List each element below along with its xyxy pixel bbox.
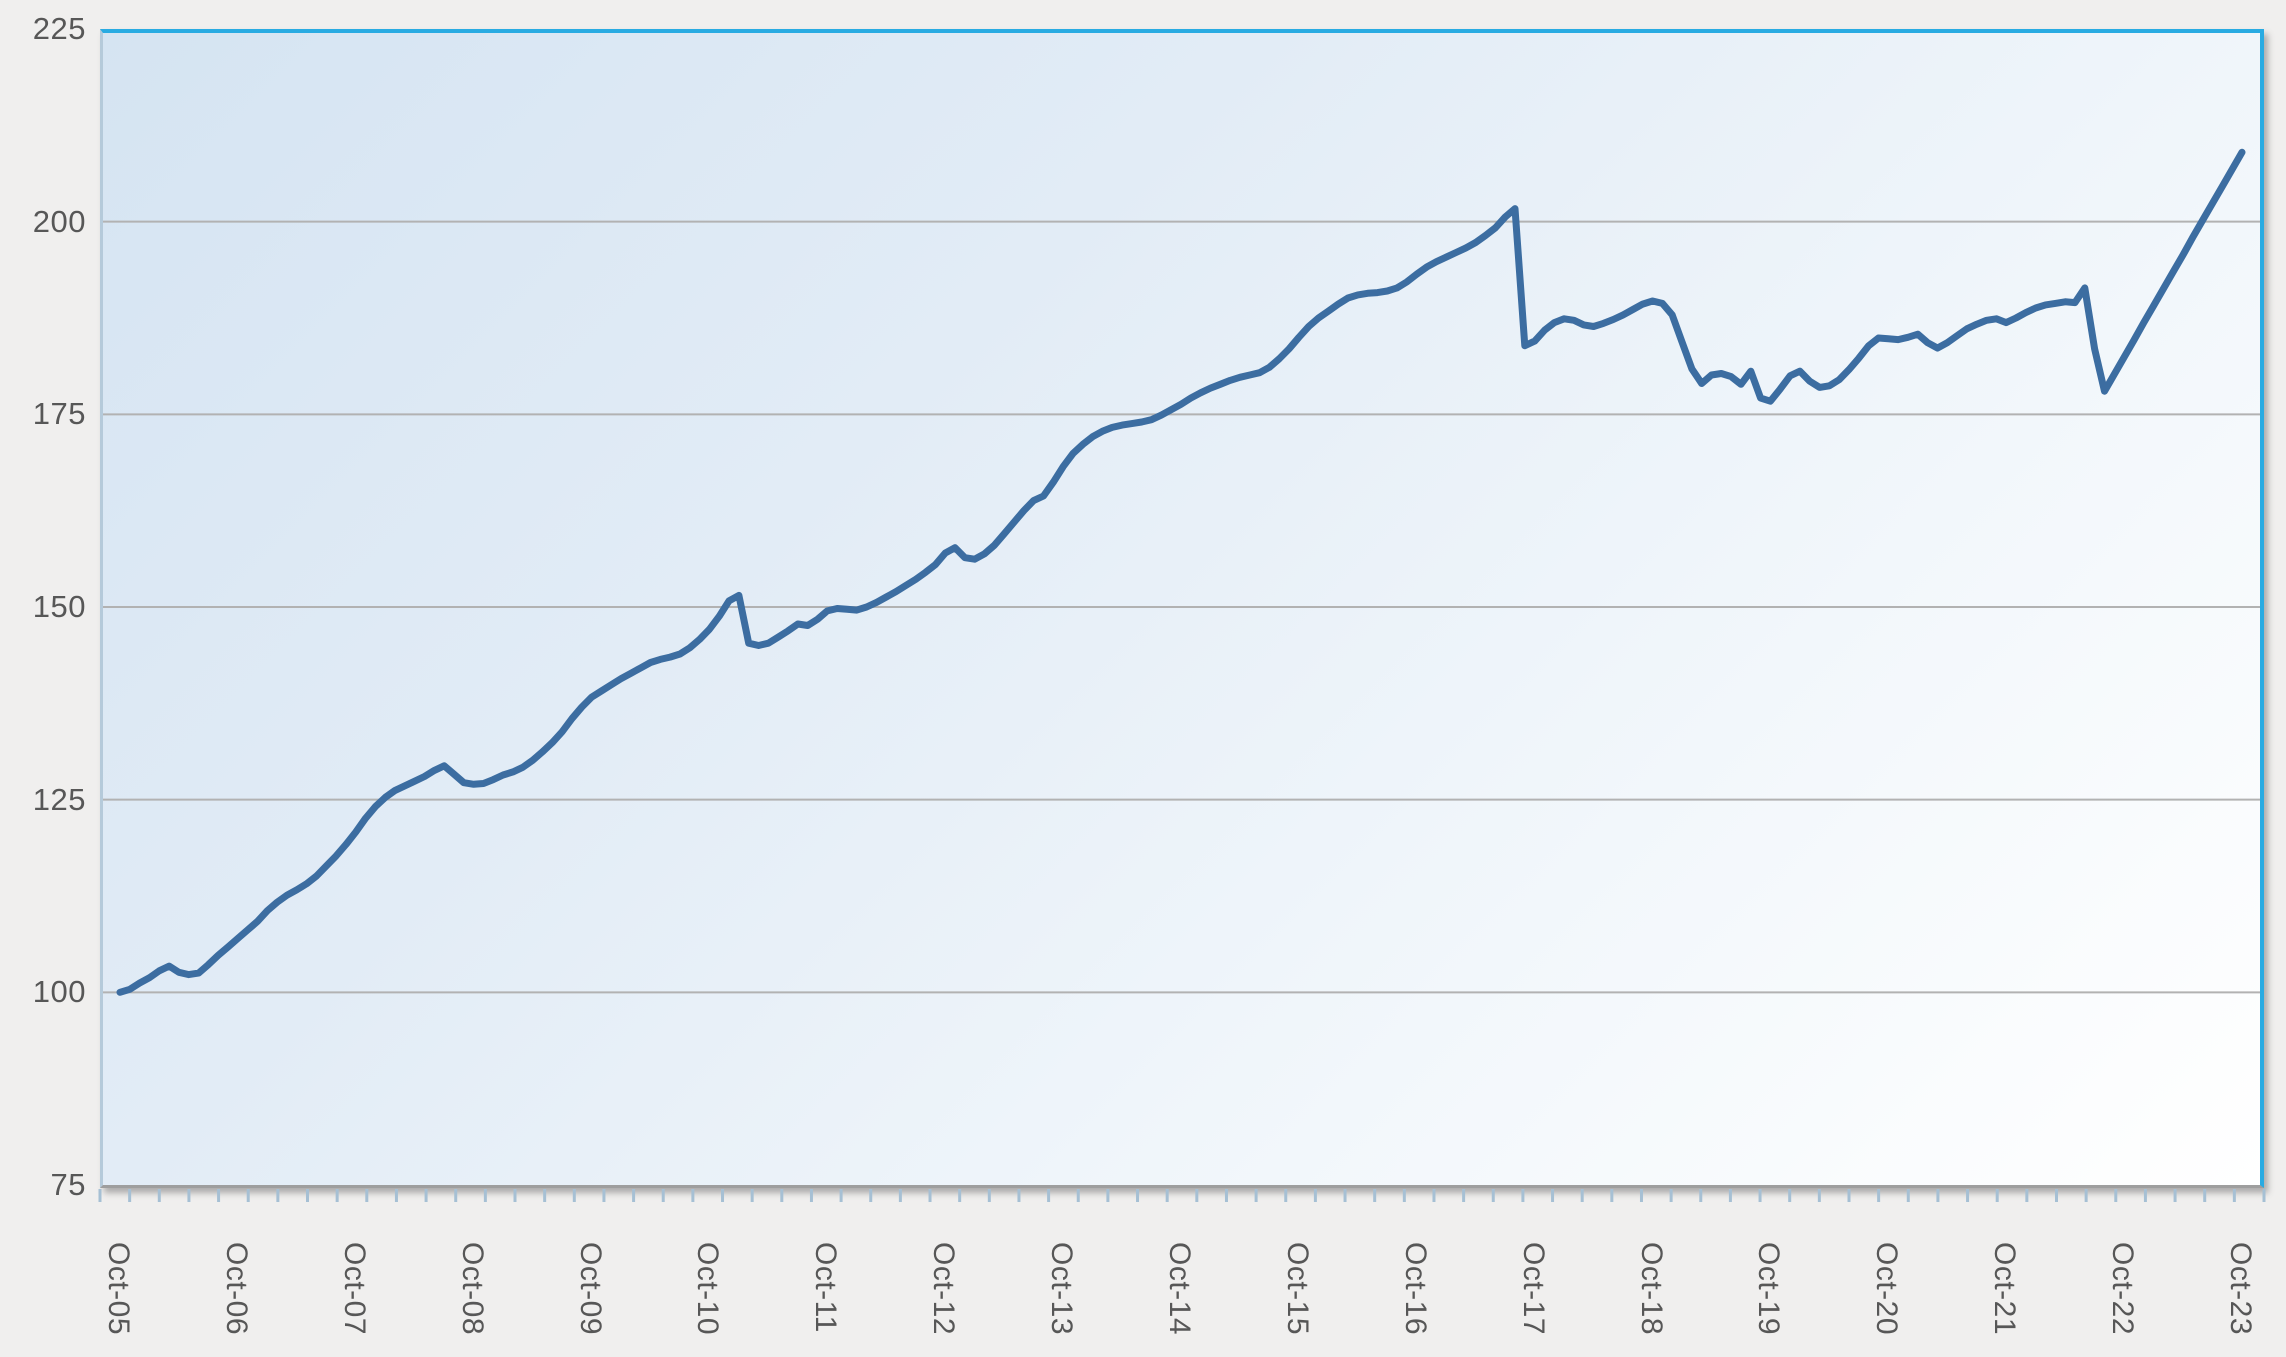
x-axis-tick-label: Oct-18: [1634, 1242, 1668, 1336]
x-axis-tick-label: Oct-21: [1988, 1242, 2022, 1336]
y-axis-tick-label: 75: [50, 1167, 86, 1202]
x-axis-tick-label: Oct-16: [1398, 1242, 1432, 1336]
x-axis-tick-label: Oct-06: [219, 1242, 253, 1336]
x-axis-tick-label: Oct-08: [455, 1242, 489, 1336]
x-axis-tick-label: Oct-12: [927, 1242, 961, 1336]
x-axis-tick-label: Oct-23: [2224, 1242, 2257, 1336]
x-axis-tick-label: Oct-10: [691, 1242, 725, 1336]
y-axis-tick-label: 175: [32, 396, 86, 432]
y-axis-tick-label: 100: [32, 974, 86, 1010]
x-axis-tick-label: Oct-07: [337, 1242, 371, 1336]
x-axis-tick-label: Oct-22: [2106, 1242, 2140, 1336]
x-axis-tick-label: Oct-17: [1516, 1242, 1550, 1336]
x-axis-tick-label: Oct-19: [1752, 1242, 1786, 1336]
x-axis-tick-label: Oct-09: [573, 1242, 607, 1336]
x-axis-tick-label: Oct-14: [1163, 1242, 1196, 1336]
x-axis-minor-ticks: [98, 1189, 2266, 1202]
x-axis-tick-label: Oct-13: [1045, 1242, 1079, 1336]
y-axis-tick-label: 200: [32, 203, 86, 239]
x-axis-tick-label: Oct-20: [1870, 1242, 1904, 1336]
y-axis-tick-label: 125: [32, 781, 86, 817]
y-axis-tick-label: 150: [32, 589, 86, 624]
y-axis-tick-label: 225: [32, 11, 86, 46]
x-axis-tick-label: Oct-05: [102, 1242, 135, 1336]
plot-area: [100, 29, 2264, 1188]
x-axis-tick-label: Oct-11: [809, 1242, 843, 1333]
x-axis-tick-label: Oct-15: [1280, 1242, 1314, 1336]
